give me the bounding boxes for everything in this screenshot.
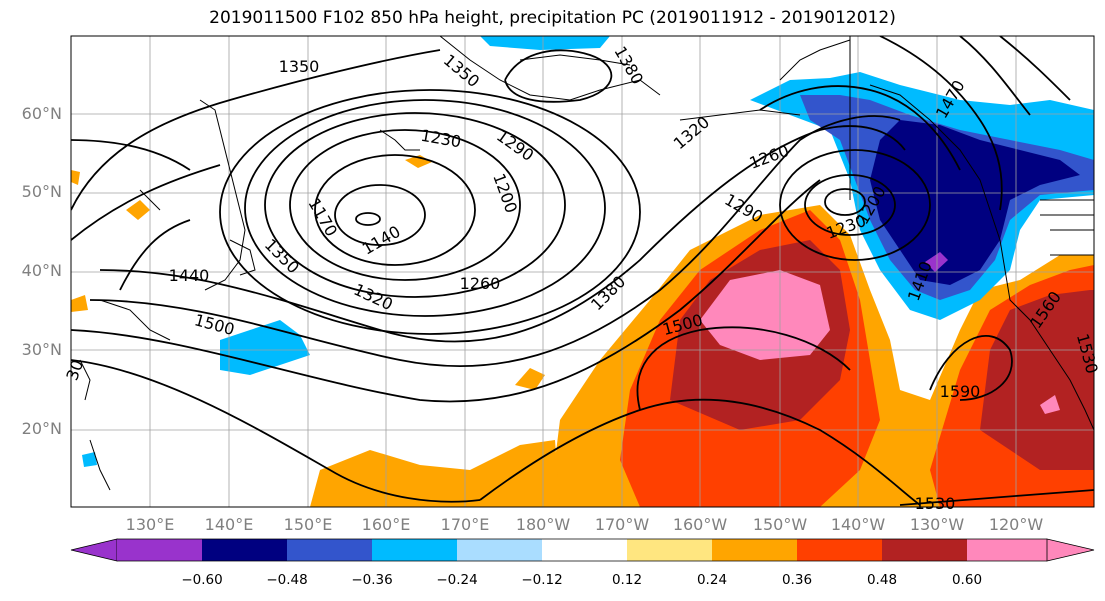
contour-label: 1260 bbox=[460, 274, 501, 293]
colorbar-tick-label: 0.48 bbox=[866, 572, 898, 588]
colorbar-bin bbox=[542, 539, 627, 561]
colorbar-tick-label: 0.36 bbox=[781, 572, 813, 588]
colorbar-bin bbox=[287, 539, 372, 561]
colorbar-bin bbox=[882, 539, 967, 561]
colorbar bbox=[70, 538, 1095, 562]
lat-label-20n: 20°N bbox=[21, 419, 62, 438]
contour-label: 1590 bbox=[940, 382, 981, 401]
lon-label-180w: 180°W bbox=[515, 515, 571, 534]
contour-label: 1530 bbox=[915, 494, 956, 513]
colorbar-tick-label: −0.36 bbox=[351, 572, 393, 588]
graticule bbox=[71, 36, 1094, 507]
colorbar-tick-label: −0.12 bbox=[521, 572, 563, 588]
negative-anomaly-shading bbox=[82, 36, 1094, 467]
lon-label-160e: 160°E bbox=[361, 515, 411, 534]
height-contours bbox=[71, 36, 1094, 506]
lon-label-150w: 150°W bbox=[752, 515, 808, 534]
lat-label-60n: 60°N bbox=[21, 104, 62, 123]
colorbar-tick-label: 0.24 bbox=[696, 572, 728, 588]
map-frame bbox=[70, 35, 1095, 508]
colorbar-tick-label: −0.48 bbox=[266, 572, 308, 588]
lon-label-140e: 140°E bbox=[204, 515, 254, 534]
colorbar-bin bbox=[372, 539, 457, 561]
colorbar-overflow-triangle bbox=[1046, 538, 1095, 562]
lat-label-40n: 40°N bbox=[21, 261, 62, 280]
lon-label-170e: 170°E bbox=[440, 515, 490, 534]
colorbar-tick-label: 0.12 bbox=[611, 572, 643, 588]
contour-label: 1440 bbox=[169, 266, 210, 285]
lon-label-160w: 160°W bbox=[672, 515, 728, 534]
lon-label-170w: 170°W bbox=[594, 515, 650, 534]
colorbar-tick-label: −0.60 bbox=[181, 572, 223, 588]
positive-anomaly-shading bbox=[71, 155, 1094, 507]
colorbar-bin bbox=[457, 539, 542, 561]
map-title: 2019011500 F102 850 hPa height, precipit… bbox=[209, 8, 896, 28]
contour-label: 1350 bbox=[279, 57, 320, 76]
colorbar-tick-label: 0.60 bbox=[951, 572, 983, 588]
colorbar-bin bbox=[117, 539, 202, 561]
colorbar-tick-label: −0.24 bbox=[436, 572, 478, 588]
lon-label-130w: 130°W bbox=[909, 515, 965, 534]
colorbar-bin bbox=[797, 539, 882, 561]
lon-label-120w: 120°W bbox=[988, 515, 1044, 534]
colorbar-bin bbox=[202, 539, 287, 561]
colorbar-bin bbox=[712, 539, 797, 561]
colorbar-underflow-triangle bbox=[70, 538, 118, 562]
lon-label-150e: 150°E bbox=[283, 515, 333, 534]
lat-label-50n: 50°N bbox=[21, 182, 62, 201]
lat-label-30n: 30°N bbox=[21, 340, 62, 359]
lon-label-140w: 140°W bbox=[830, 515, 886, 534]
lon-label-130e: 130°E bbox=[125, 515, 175, 534]
colorbar-bin bbox=[627, 539, 712, 561]
colorbar-bin bbox=[967, 539, 1047, 561]
